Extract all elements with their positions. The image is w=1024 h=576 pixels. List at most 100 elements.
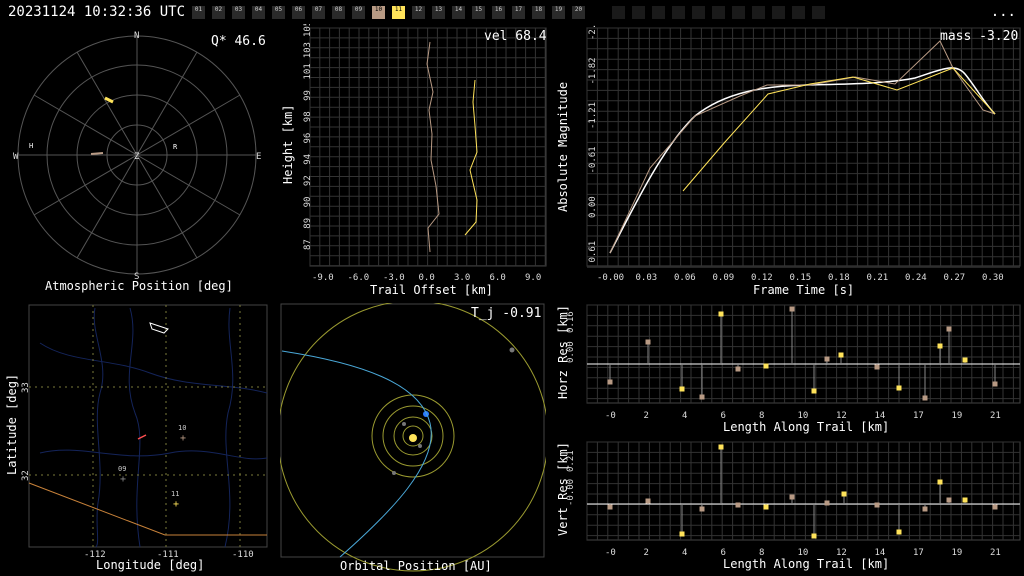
horz-res-point <box>946 326 952 332</box>
height-ytick: 98 <box>303 111 313 122</box>
horz-res-point <box>645 339 651 345</box>
menu-button[interactable]: ... <box>990 4 1016 20</box>
vert-res-point <box>922 506 928 512</box>
station-toggle-06[interactable]: 06 <box>292 6 305 19</box>
horz-res-xtick: 14 <box>875 411 886 421</box>
station-toggle-07[interactable]: 07 <box>312 6 325 19</box>
lightcurve-xtick: 0.21 <box>867 273 889 283</box>
station-toggle-empty[interactable] <box>672 6 685 19</box>
horz-res-point <box>937 343 943 349</box>
height-xtick: 0.0 <box>419 273 435 283</box>
height-xtick: 6.0 <box>490 273 506 283</box>
horz-res-ylabel: Horz Res [km] <box>556 305 570 399</box>
lightcurve-ytick: 0.61 <box>588 241 598 263</box>
sky-west-label: W <box>13 152 19 162</box>
station-toggle-empty[interactable] <box>692 6 705 19</box>
station-toggle-empty[interactable] <box>732 6 745 19</box>
station-toggle-empty[interactable] <box>812 6 825 19</box>
lightcurve-xtick: 0.18 <box>828 273 850 283</box>
lightcurve-ytick: 0.00 <box>588 196 598 218</box>
horz-res-point <box>607 379 613 385</box>
lightcurve-ytick: -1.82 <box>588 57 598 84</box>
station-toggle-04[interactable]: 04 <box>252 6 265 19</box>
height-ytick: 94 <box>303 154 313 165</box>
vert-res-point <box>874 502 880 508</box>
height-ytick: 92 <box>303 175 313 186</box>
map-station11-label: 11 <box>171 490 179 498</box>
horz-res-xtick: 4 <box>682 411 687 421</box>
vert-res-xtick: 10 <box>798 548 809 558</box>
horz-res-point <box>789 306 795 312</box>
station-toggle-09[interactable]: 09 <box>352 6 365 19</box>
map-plot: 10 + 09 + 11 + -112 -111 -110 33 32 Long… <box>5 304 268 572</box>
station-toggle-05[interactable]: 05 <box>272 6 285 19</box>
vert-res-point <box>937 479 943 485</box>
horz-res-xtick: 10 <box>798 411 809 421</box>
station-toggle-11[interactable]: 11 <box>392 6 405 19</box>
vert-res-point <box>679 531 685 537</box>
height-xtick: -9.0 <box>312 273 334 283</box>
station-toggle-empty[interactable] <box>612 6 625 19</box>
station-toggle-16[interactable]: 16 <box>492 6 505 19</box>
lightcurve-xtick: 0.24 <box>905 273 927 283</box>
station-toggle-12[interactable]: 12 <box>412 6 425 19</box>
station-toggle-19[interactable]: 19 <box>552 6 565 19</box>
station-toggle-empty[interactable] <box>752 6 765 19</box>
map-station10-marker: + <box>180 433 186 444</box>
sky-north-label: N <box>134 31 139 41</box>
horz-res-xtick: -0 <box>605 411 616 421</box>
station-toggle-14[interactable]: 14 <box>452 6 465 19</box>
timestamp: 20231124 10:32:36 UTC <box>8 4 186 20</box>
station-toggle-18[interactable]: 18 <box>532 6 545 19</box>
station-toggle-empty[interactable] <box>712 6 725 19</box>
sky-east-label: E <box>256 152 261 162</box>
map-station11-marker: + <box>173 499 179 510</box>
orbit-planet <box>382 405 444 467</box>
lightcurve-xtick: 0.27 <box>944 273 966 283</box>
station-toggle-13[interactable]: 13 <box>432 6 445 19</box>
sun <box>409 434 417 442</box>
orbit-planet <box>393 416 433 456</box>
station-toggle-empty[interactable] <box>632 6 645 19</box>
height-xlabel: Trail Offset [km] <box>370 283 493 297</box>
vert-res-point <box>841 491 847 497</box>
height-ytick: 101 <box>303 63 313 79</box>
horz-res-ytick: 0.16 <box>566 311 576 333</box>
horz-res-point <box>922 395 928 401</box>
vert-res-point <box>763 504 769 510</box>
sky-south-label: S <box>134 272 139 282</box>
lightcurve-xtick: 0.12 <box>751 273 773 283</box>
lightcurve-ylabel: Absolute Magnitude <box>556 82 570 212</box>
map-station09-marker: + <box>120 474 126 485</box>
station-toggle-08[interactable]: 08 <box>332 6 345 19</box>
height-ytick: 99 <box>303 90 313 101</box>
horz-res-plot: -0 2 4 6 8 10 12 14 17 19 21 0.00 0.16 Length Alon… <box>556 304 1021 434</box>
horz-res-xtick: 21 <box>990 411 1001 421</box>
horz-res-xtick: 12 <box>836 411 847 421</box>
station-toggle-15[interactable]: 15 <box>472 6 485 19</box>
station-toggle-17[interactable]: 17 <box>512 6 525 19</box>
planet-marker <box>392 471 396 475</box>
map-station10-label: 10 <box>178 424 186 432</box>
height-xtick: -6.0 <box>348 273 370 283</box>
horz-res-point <box>735 366 741 372</box>
lightcurve-xtick: 0.15 <box>790 273 812 283</box>
horz-res-point <box>874 364 880 370</box>
height-ytick: 90 <box>303 197 313 208</box>
station-toggle-empty[interactable] <box>792 6 805 19</box>
orbit-planet <box>402 425 424 447</box>
orbit-frame <box>280 303 545 558</box>
station-toggle-03[interactable]: 03 <box>232 6 245 19</box>
map-ground-track <box>137 434 147 440</box>
station-toggle-02[interactable]: 02 <box>212 6 225 19</box>
station-toggle-10[interactable]: 10 <box>372 6 385 19</box>
orbit-plot: T_j -0.91 Orbital Position [AU] <box>280 303 546 573</box>
vert-res-xtick: 2 <box>644 548 649 558</box>
station-toggle-01[interactable]: 01 <box>192 6 205 19</box>
horz-res-point <box>718 311 724 317</box>
vert-res-point <box>824 500 830 506</box>
station-toggle-empty[interactable] <box>772 6 785 19</box>
station-toggle-20[interactable]: 20 <box>572 6 585 19</box>
velocity-annotation: vel 68.4 <box>484 29 547 44</box>
station-toggle-empty[interactable] <box>652 6 665 19</box>
